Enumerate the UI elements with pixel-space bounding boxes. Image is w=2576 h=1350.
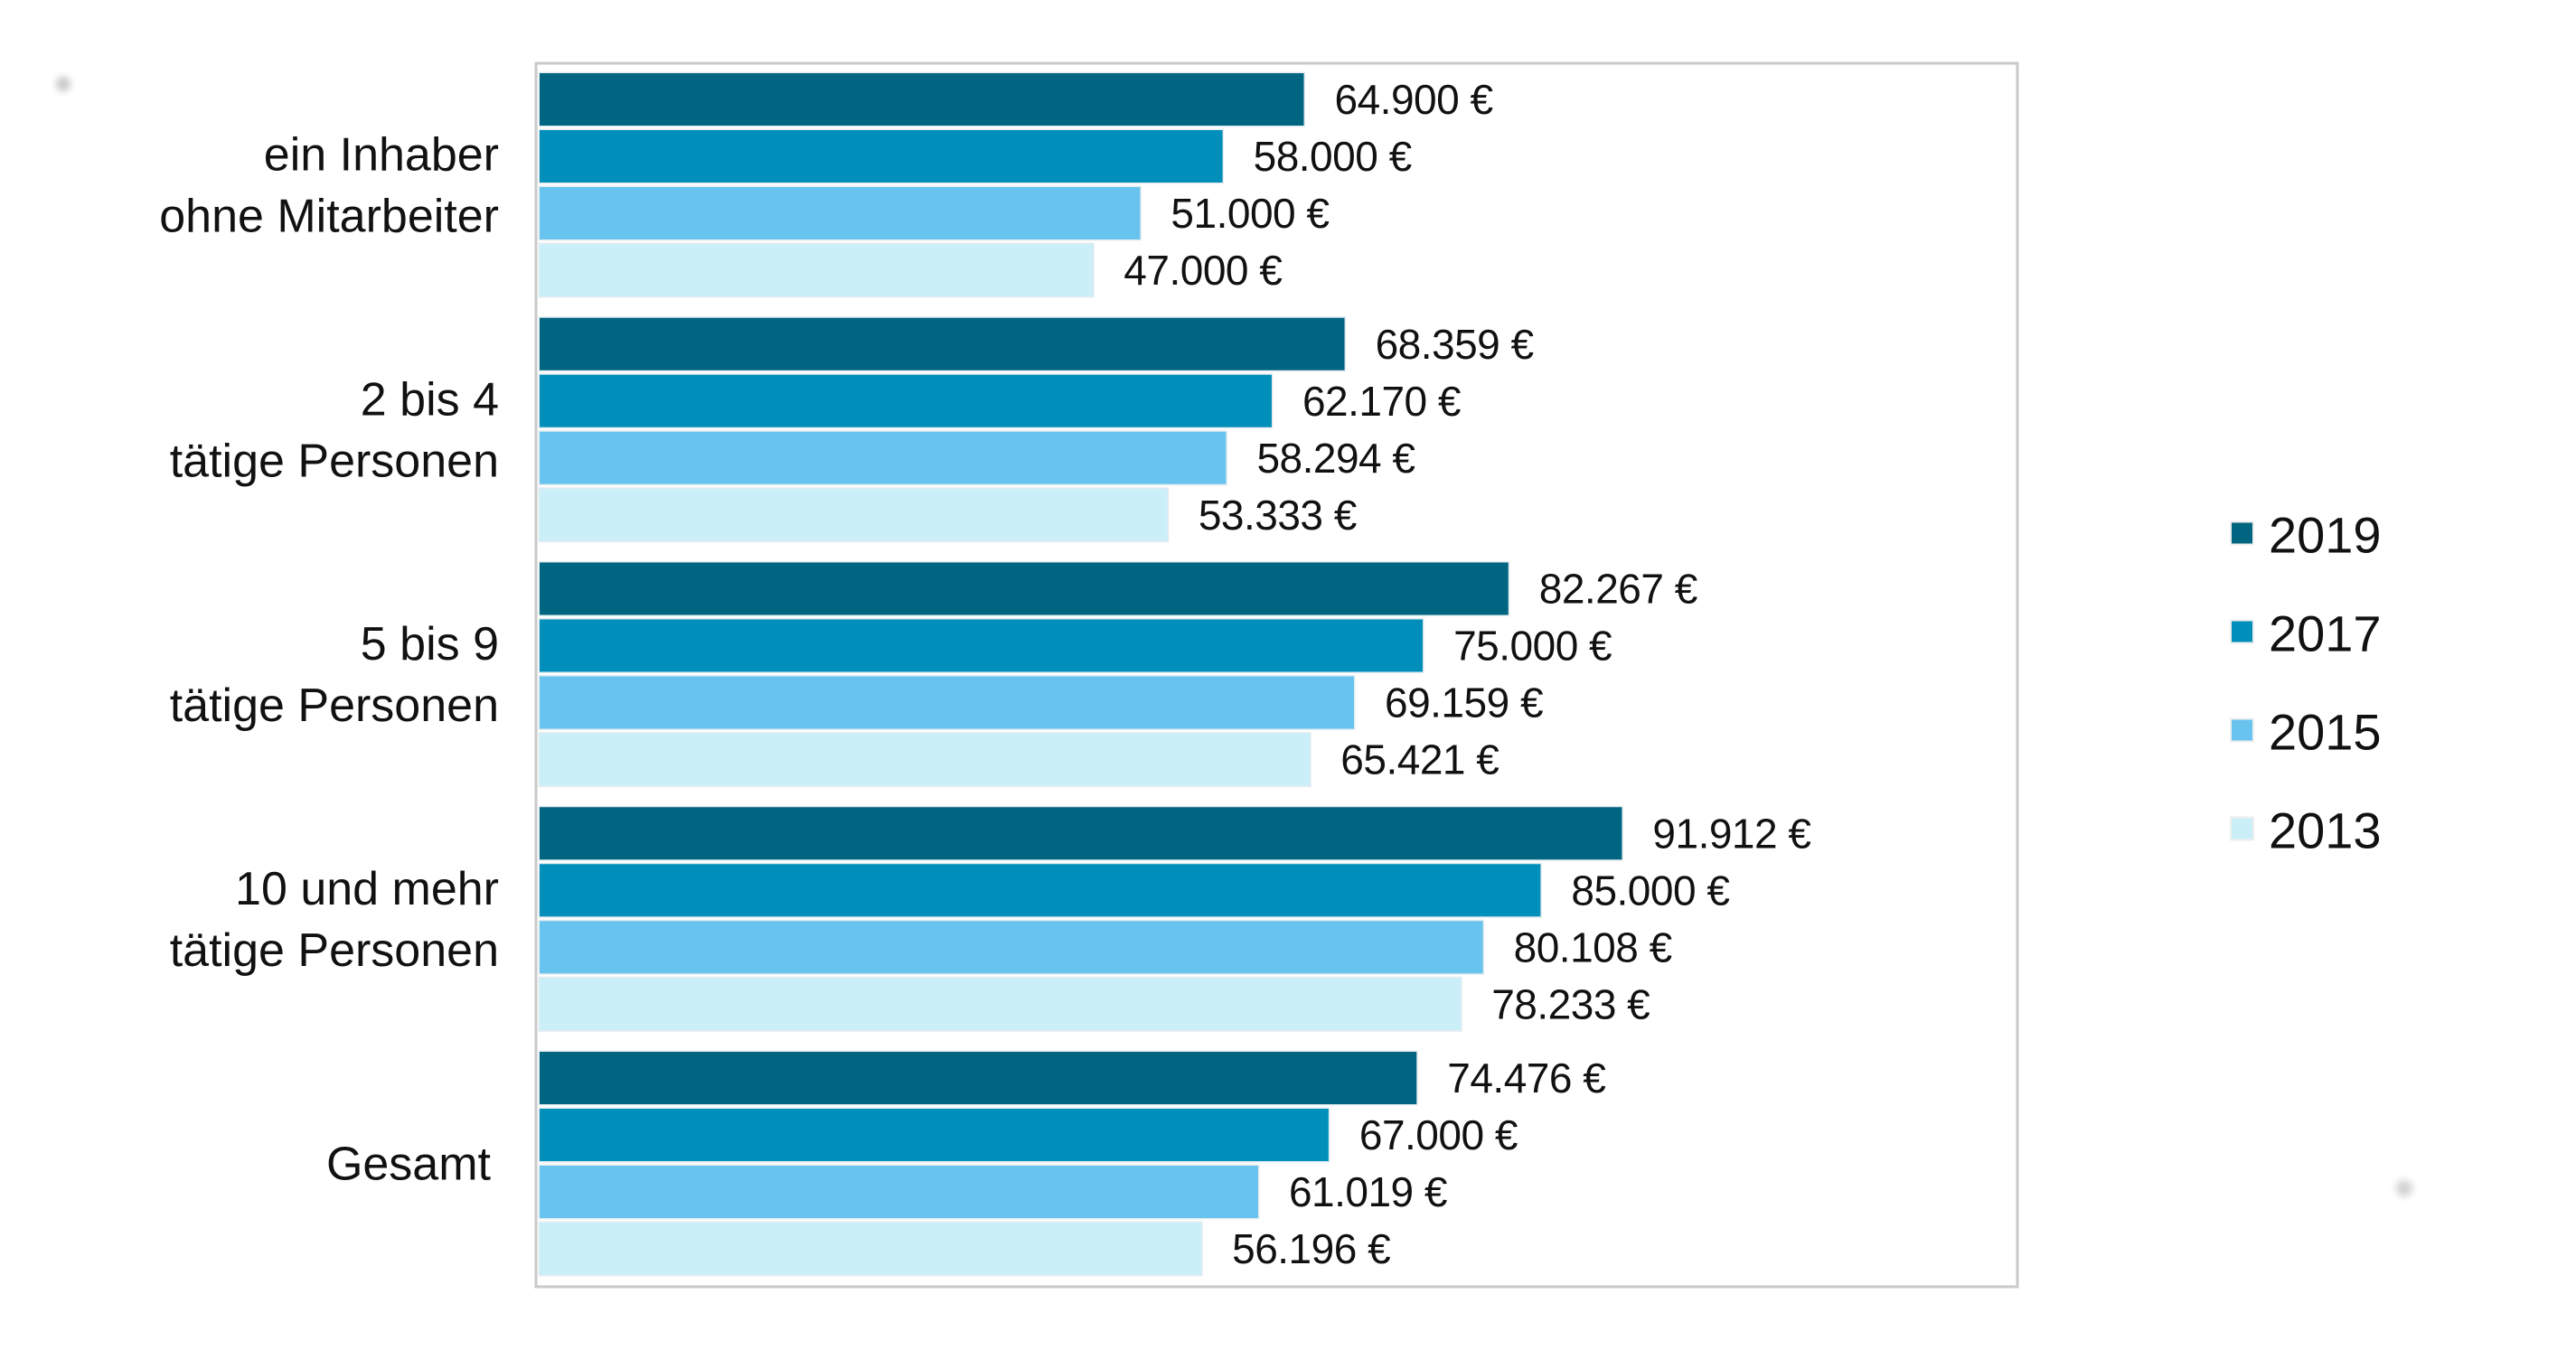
- legend-label-2017: 2017: [2269, 605, 2382, 662]
- category-label-line: 2 bis 4: [361, 373, 499, 426]
- value-label-2017-cat-0: 58.000 €: [1254, 133, 1412, 180]
- category-label-line: ein Inhaber: [264, 129, 499, 182]
- legend-label-2015: 2015: [2269, 704, 2382, 761]
- category-label-line: tätige Personen: [170, 924, 499, 977]
- bar-2019-cat-4: [538, 1050, 1418, 1106]
- bar-2017-cat-1: [538, 373, 1274, 429]
- legend-swatch-2015: [2230, 717, 2254, 743]
- value-label-2019-cat-0: 64.900 €: [1335, 76, 1493, 123]
- value-labels-group: 64.900 € 58.000 € 51.000 € 47.000 € 68.359 €…: [1123, 76, 1811, 1272]
- bar-2015-cat-1: [538, 430, 1227, 486]
- legend-swatch-2019: [2230, 520, 2254, 546]
- bar-2013-cat-3: [538, 976, 1462, 1032]
- value-label-2013-cat-3: 78.233 €: [1491, 980, 1650, 1027]
- legend-swatch-2017: [2230, 619, 2254, 644]
- value-label-2019-cat-3: 91.912 €: [1652, 810, 1810, 857]
- category-label-3: 10 und mehr tätige Personen: [170, 863, 499, 977]
- value-label-2019-cat-1: 68.359 €: [1376, 321, 1534, 368]
- category-label-line: ohne Mitarbeiter: [159, 191, 499, 243]
- bar-2015-cat-4: [538, 1164, 1260, 1220]
- value-label-2017-cat-4: 67.000 €: [1359, 1111, 1518, 1158]
- bar-2019-cat-0: [538, 71, 1306, 127]
- category-label-2: 5 bis 9 tätige Personen: [170, 618, 499, 732]
- category-label-line: 10 und mehr: [235, 863, 499, 915]
- bar-2019-cat-2: [538, 561, 1510, 616]
- bar-2019-cat-3: [538, 805, 1623, 861]
- value-label-2013-cat-1: 53.333 €: [1199, 492, 1357, 539]
- bar-2019-cat-1: [538, 316, 1347, 372]
- value-label-2015-cat-0: 51.000 €: [1170, 190, 1329, 237]
- legend: 2019 2017 2015 2013: [2230, 507, 2382, 859]
- category-label-1: 2 bis 4 tätige Personen: [170, 373, 499, 487]
- value-label-2015-cat-1: 58.294 €: [1256, 435, 1415, 482]
- bar-2017-cat-3: [538, 862, 1542, 918]
- legend-swatch-2013: [2230, 816, 2254, 841]
- bars-group: [538, 71, 1623, 1277]
- category-label-line: Gesamt: [326, 1139, 492, 1191]
- bar-2017-cat-2: [538, 618, 1424, 673]
- value-label-2015-cat-2: 69.159 €: [1385, 680, 1543, 727]
- value-label-2013-cat-0: 47.000 €: [1123, 247, 1282, 294]
- bar-2013-cat-1: [538, 487, 1170, 543]
- legend-label-2019: 2019: [2269, 507, 2382, 564]
- value-label-2017-cat-1: 62.170 €: [1302, 378, 1461, 425]
- bar-2017-cat-0: [538, 128, 1225, 184]
- bar-2015-cat-2: [538, 675, 1356, 730]
- legend-label-2013: 2013: [2269, 802, 2382, 859]
- value-label-2017-cat-3: 85.000 €: [1571, 867, 1729, 914]
- bar-2013-cat-2: [538, 732, 1312, 787]
- category-label-line: tätige Personen: [170, 680, 499, 732]
- value-label-2013-cat-4: 56.196 €: [1232, 1225, 1390, 1272]
- category-label-0: ein Inhaber ohne Mitarbeiter: [159, 129, 499, 243]
- bar-2013-cat-4: [538, 1221, 1203, 1277]
- category-label-line: 5 bis 9: [361, 618, 499, 670]
- plot-area-frame: [534, 61, 2019, 1289]
- artifact-dot: [56, 77, 71, 91]
- bar-2015-cat-0: [538, 185, 1142, 241]
- artifact-dot: [2396, 1180, 2412, 1196]
- bar-2013-cat-0: [538, 242, 1095, 298]
- value-label-2017-cat-2: 75.000 €: [1453, 623, 1612, 670]
- value-label-2013-cat-2: 65.421 €: [1340, 736, 1499, 783]
- category-label-line: tätige Personen: [170, 435, 499, 487]
- value-label-2015-cat-4: 61.019 €: [1289, 1168, 1447, 1215]
- value-label-2019-cat-2: 82.267 €: [1539, 566, 1697, 613]
- bar-2015-cat-3: [538, 919, 1485, 975]
- bar-2017-cat-4: [538, 1107, 1330, 1163]
- category-label-4: Gesamt: [326, 1139, 492, 1191]
- value-label-2019-cat-4: 74.476 €: [1447, 1055, 1605, 1102]
- value-label-2015-cat-3: 80.108 €: [1514, 923, 1672, 970]
- category-labels-group: ein Inhaber ohne Mitarbeiter 2 bis 4 tätige…: [159, 129, 499, 1191]
